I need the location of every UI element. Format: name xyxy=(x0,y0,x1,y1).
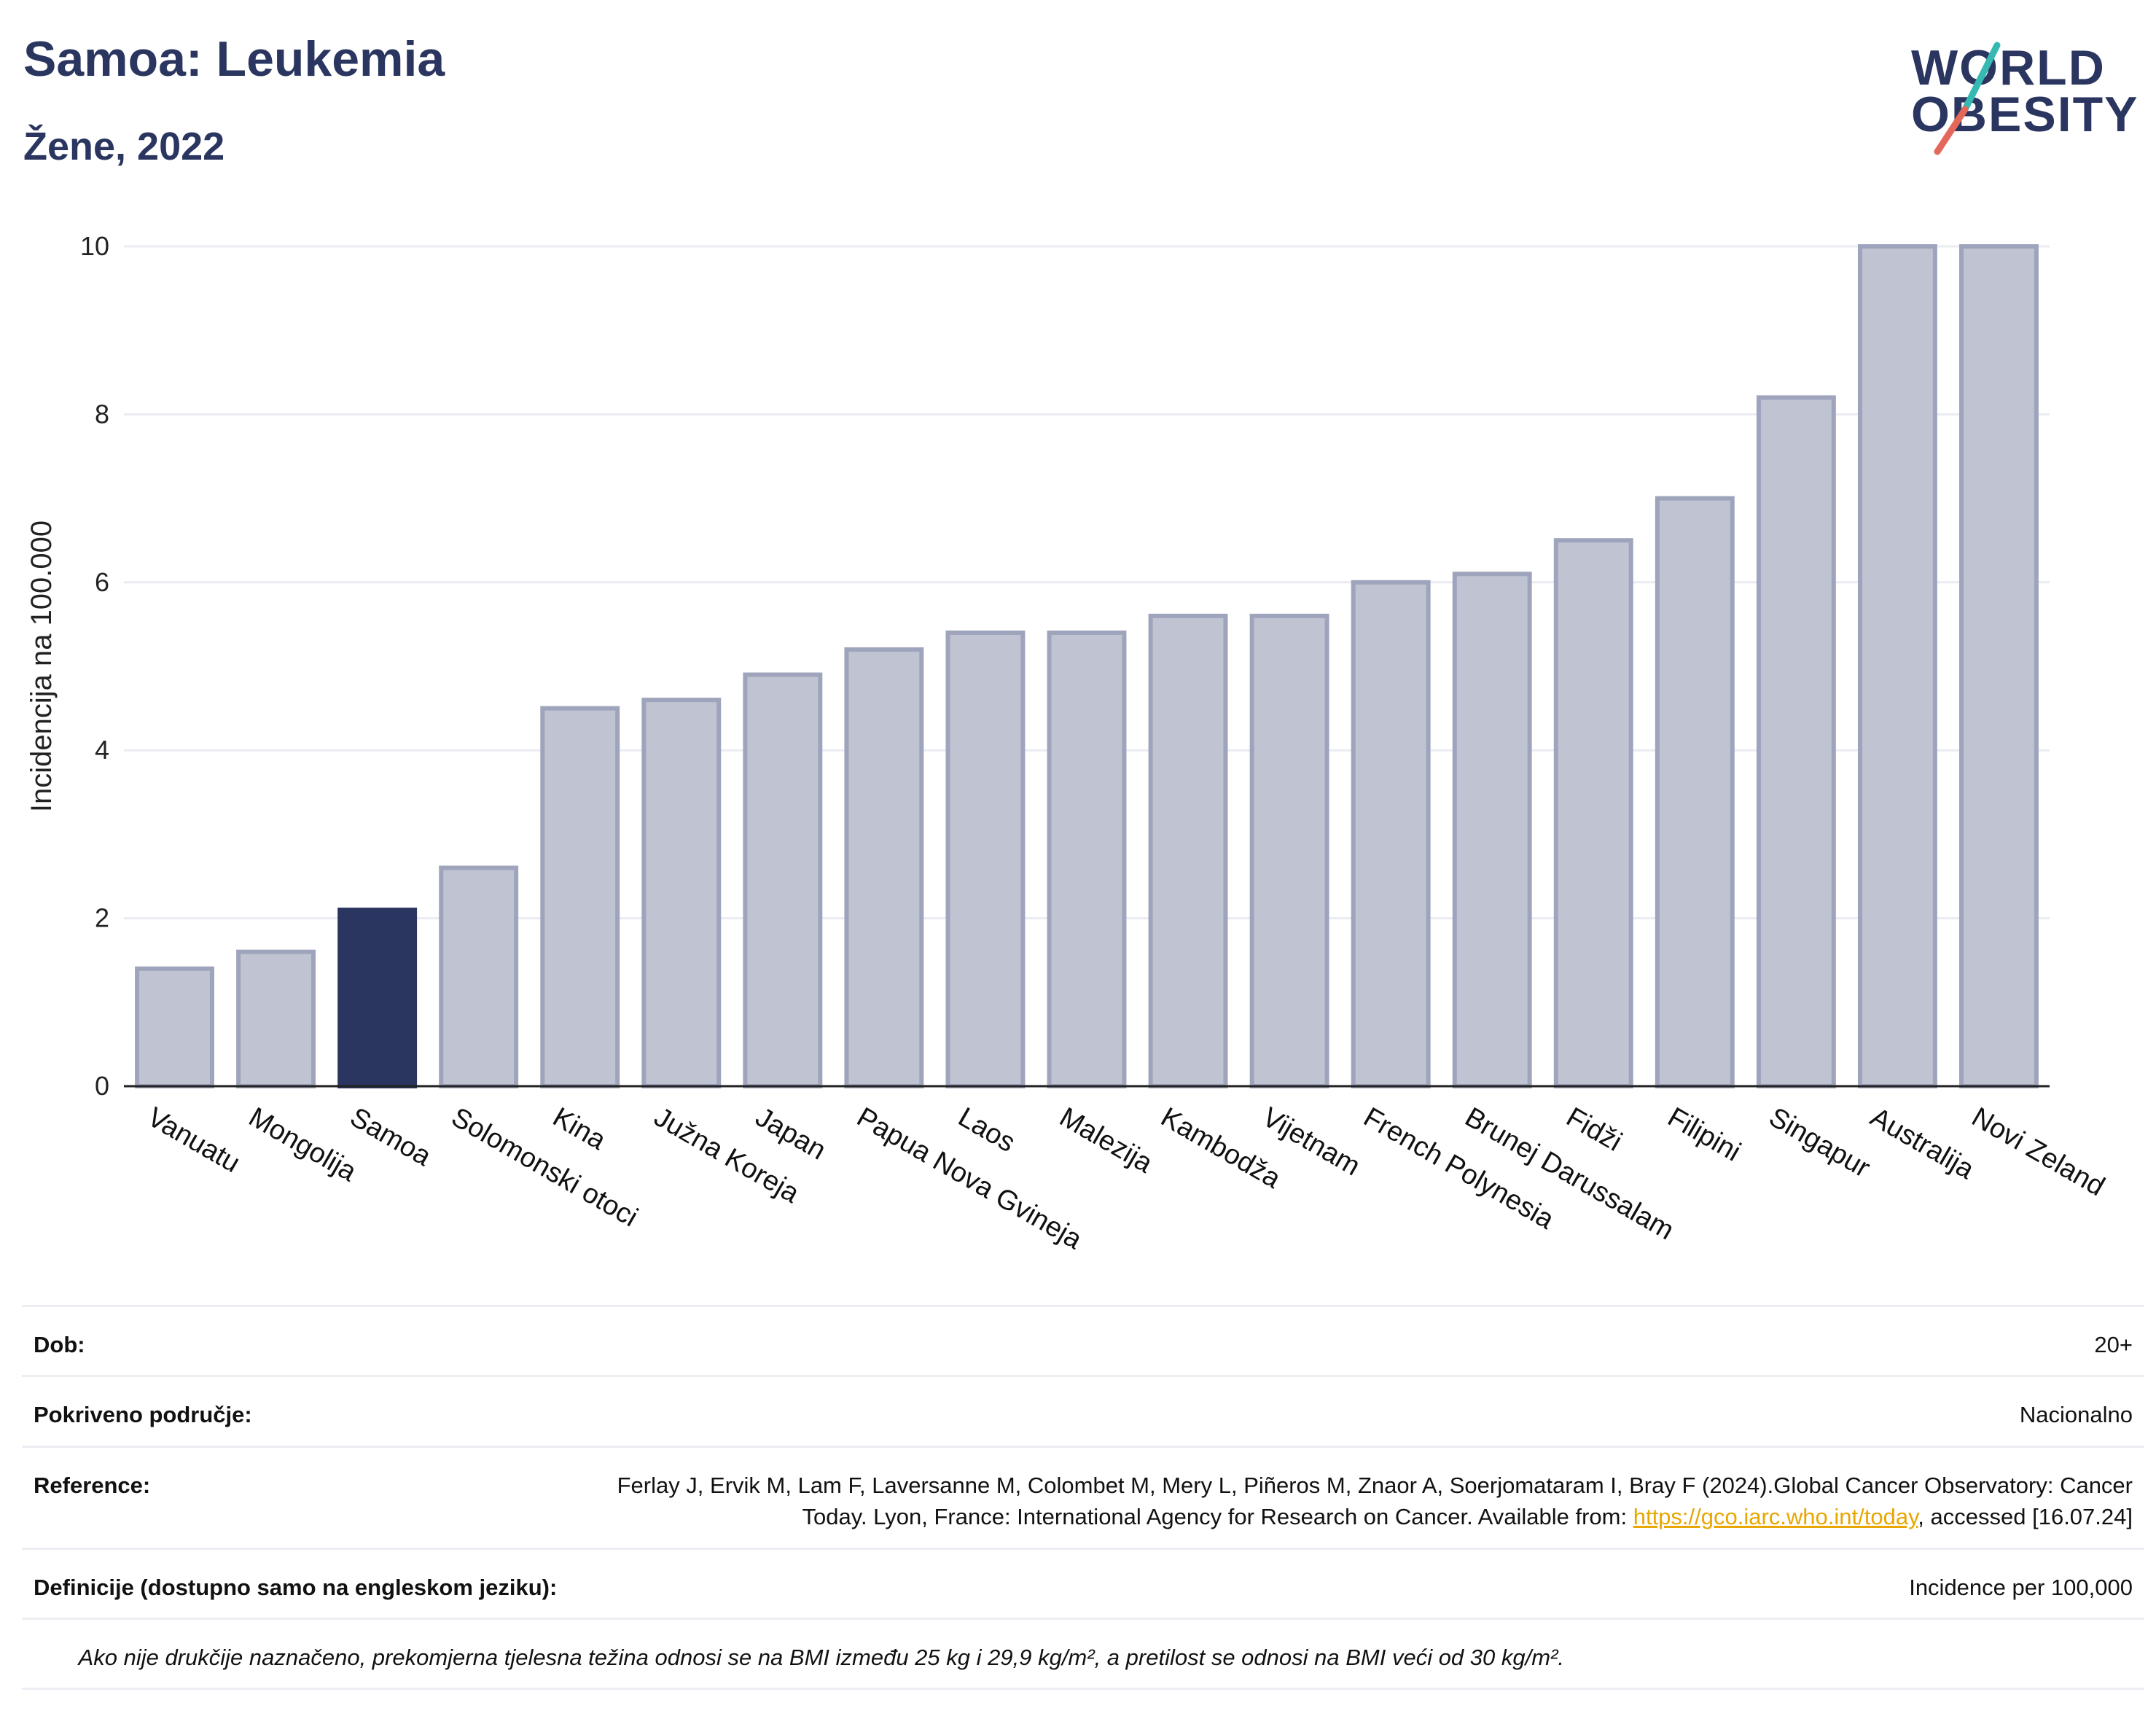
reference-value: Ferlay J, Ervik M, Lam F, Laversanne M, … xyxy=(602,1470,2133,1533)
info-table: Dob: 20+ Pokriveno područje: Nacionalno … xyxy=(22,1305,2144,1691)
x-tick-label: Filipini xyxy=(1663,1102,1746,1167)
reference-link[interactable]: https://gco.iarc.who.int/today xyxy=(1633,1504,1918,1530)
info-row-definitions: Definicije (dostupno samo na engleskom j… xyxy=(22,1547,2144,1618)
x-tick-label: Malezija xyxy=(1055,1102,1158,1179)
y-tick-label: 8 xyxy=(95,399,109,429)
x-tick-label: Japan xyxy=(750,1102,831,1166)
x-tick-label: Kina xyxy=(547,1102,612,1156)
reference-label: Reference: xyxy=(34,1472,151,1498)
bmi-note: Ako nije drukčije naznačeno, prekomjerna… xyxy=(78,1644,1564,1670)
logo-slash-icon xyxy=(1934,42,2001,155)
logo-line-1: WORLD xyxy=(1911,40,2106,95)
bar xyxy=(236,949,316,1089)
bar xyxy=(1047,630,1127,1088)
bar xyxy=(1655,496,1735,1089)
x-tick-label: Singapur xyxy=(1764,1102,1875,1184)
age-label: Dob: xyxy=(34,1332,85,1357)
y-tick-label: 10 xyxy=(80,231,109,261)
bar xyxy=(1249,613,1329,1088)
x-tick-label: Laos xyxy=(953,1102,1020,1158)
age-value: 20+ xyxy=(2094,1332,2133,1357)
bar xyxy=(1148,613,1228,1088)
info-row-coverage: Pokriveno područje: Nacionalno xyxy=(22,1375,2144,1445)
page-title: Samoa: Leukemia xyxy=(23,31,445,87)
info-row-reference: Reference: Ferlay J, Ervik M, Lam F, Lav… xyxy=(22,1445,2144,1548)
reference-text: Ferlay J, Ervik M, Lam F, Laversanne M, … xyxy=(617,1472,2133,1530)
x-tick-label: Solomonski otoci xyxy=(446,1102,643,1233)
page-subtitle: Žene, 2022 xyxy=(23,125,225,168)
y-tick-label: 6 xyxy=(95,567,109,597)
x-tick-label: Fidži xyxy=(1561,1102,1627,1157)
bar xyxy=(1959,244,2039,1088)
y-tick-label: 4 xyxy=(95,735,109,765)
y-tick-label: 2 xyxy=(95,903,109,933)
bar xyxy=(1857,244,1937,1088)
info-row-age: Dob: 20+ xyxy=(22,1305,2144,1375)
bar xyxy=(1351,580,1431,1088)
definitions-label: Definicije (dostupno samo na engleskom j… xyxy=(34,1574,558,1600)
bar xyxy=(540,706,620,1088)
x-tick-label: Australija xyxy=(1865,1102,1980,1185)
x-tick-label: Novi Zeland xyxy=(1966,1102,2110,1202)
bar-chart: 0 2 4 6 8 10 Incidencija na 100.000 VanuatuMong… xyxy=(26,231,2110,1256)
definitions-value: Incidence per 100,000 xyxy=(1909,1574,2133,1600)
world-obesity-logo: WORLD OBESITY xyxy=(1895,29,2143,160)
bar xyxy=(641,698,722,1088)
y-tick-label: 0 xyxy=(95,1071,109,1101)
bar xyxy=(743,672,823,1088)
info-row-note: Ako nije drukčije naznačeno, prekomjerna… xyxy=(22,1617,2144,1691)
x-tick-label: French Polynesia xyxy=(1359,1102,1560,1236)
coverage-value: Nacionalno xyxy=(2019,1402,2133,1428)
reference-suffix: , accessed [16.07.24] xyxy=(1918,1504,2133,1530)
bar xyxy=(135,966,214,1088)
coverage-label: Pokriveno područje: xyxy=(34,1402,252,1428)
bar xyxy=(337,908,418,1089)
x-tick-label: Vanuatu xyxy=(142,1102,245,1179)
x-tick-label: Mongolija xyxy=(243,1102,362,1188)
bar xyxy=(844,647,924,1088)
bar xyxy=(1553,538,1633,1088)
bar xyxy=(1452,572,1532,1088)
y-axis-label: Incidencija na 100.000 xyxy=(26,520,58,812)
bar xyxy=(439,865,519,1088)
bar xyxy=(945,630,1026,1088)
bar xyxy=(1756,395,1836,1088)
